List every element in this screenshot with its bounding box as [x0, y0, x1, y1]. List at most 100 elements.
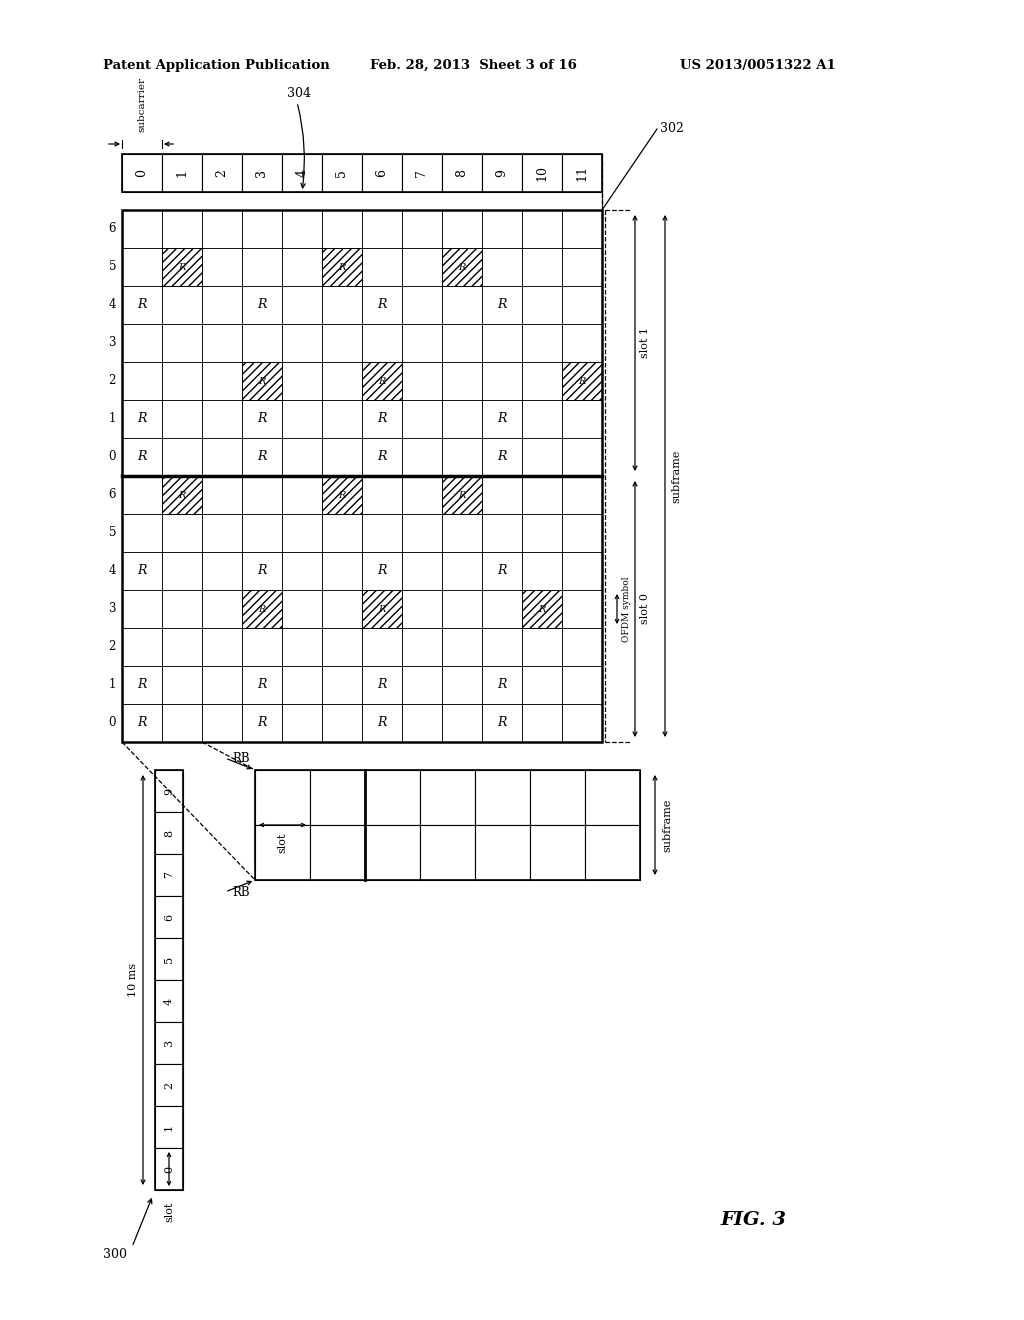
Bar	[122, 286, 162, 323]
Bar	[562, 438, 602, 477]
Bar	[122, 704, 162, 742]
Bar	[475, 770, 530, 825]
Text: 0: 0	[135, 169, 148, 177]
Bar	[162, 438, 202, 477]
Bar	[585, 825, 640, 880]
Text: US 2013/0051322 A1: US 2013/0051322 A1	[680, 58, 836, 71]
Bar	[365, 825, 420, 880]
Text: R: R	[459, 263, 466, 272]
Bar	[122, 154, 162, 191]
Text: R: R	[377, 678, 387, 692]
Bar	[522, 704, 562, 742]
Bar	[322, 628, 362, 667]
Bar	[402, 552, 442, 590]
Text: 2: 2	[109, 640, 116, 653]
Bar	[242, 590, 282, 628]
Text: 6: 6	[109, 488, 116, 502]
Bar	[522, 667, 562, 704]
Bar	[202, 628, 242, 667]
Text: R: R	[257, 678, 266, 692]
Bar	[362, 362, 402, 400]
Bar	[402, 210, 442, 248]
Text: R: R	[137, 412, 146, 425]
Text: 0: 0	[109, 717, 116, 730]
Bar	[442, 704, 482, 742]
Bar	[242, 552, 282, 590]
Bar	[162, 248, 202, 286]
Text: R: R	[258, 376, 265, 385]
Text: R: R	[498, 298, 507, 312]
Text: slot: slot	[278, 833, 288, 853]
Bar	[362, 552, 402, 590]
Bar	[202, 438, 242, 477]
Bar	[562, 552, 602, 590]
Bar	[365, 770, 420, 825]
Bar	[362, 154, 402, 191]
Bar	[282, 323, 322, 362]
Bar	[522, 477, 562, 513]
Bar	[162, 323, 202, 362]
Text: 300: 300	[103, 1249, 127, 1262]
Bar	[402, 667, 442, 704]
Text: slot: slot	[164, 1203, 174, 1222]
Bar	[162, 248, 202, 286]
Bar	[242, 590, 282, 628]
Bar	[362, 667, 402, 704]
Bar	[242, 513, 282, 552]
Text: 8: 8	[164, 829, 174, 837]
Text: R: R	[498, 678, 507, 692]
Bar	[282, 628, 322, 667]
Bar	[362, 438, 402, 477]
Bar	[162, 628, 202, 667]
Bar	[522, 210, 562, 248]
Bar	[255, 770, 310, 825]
Bar	[442, 477, 482, 513]
Text: 5: 5	[109, 260, 116, 273]
Bar	[562, 323, 602, 362]
Bar	[202, 704, 242, 742]
Bar	[202, 286, 242, 323]
Text: R: R	[257, 450, 266, 463]
Text: R: R	[258, 605, 265, 614]
Bar	[362, 590, 402, 628]
Text: R: R	[378, 605, 386, 614]
Text: OFDM symbol: OFDM symbol	[622, 577, 631, 642]
Bar	[242, 628, 282, 667]
Bar	[162, 704, 202, 742]
Bar	[162, 286, 202, 323]
Bar	[522, 438, 562, 477]
Bar	[122, 362, 162, 400]
Bar	[122, 210, 162, 248]
Bar	[242, 704, 282, 742]
Bar	[402, 400, 442, 438]
Text: R: R	[498, 717, 507, 730]
Bar	[482, 210, 522, 248]
Bar	[322, 248, 362, 286]
Text: R: R	[137, 565, 146, 578]
Bar	[522, 628, 562, 667]
Text: R: R	[257, 412, 266, 425]
Text: R: R	[498, 412, 507, 425]
Bar	[522, 513, 562, 552]
Text: slot 1: slot 1	[640, 327, 650, 359]
Bar	[242, 667, 282, 704]
Bar	[162, 400, 202, 438]
Bar	[122, 552, 162, 590]
Text: R: R	[579, 376, 586, 385]
Bar	[282, 513, 322, 552]
Bar	[562, 286, 602, 323]
Bar	[442, 477, 482, 513]
Bar	[202, 154, 242, 191]
Text: 1: 1	[175, 169, 188, 177]
Text: 1: 1	[109, 412, 116, 425]
Bar	[522, 323, 562, 362]
Bar	[585, 770, 640, 825]
Bar	[522, 400, 562, 438]
Bar	[155, 1106, 183, 1148]
Text: 5: 5	[164, 956, 174, 962]
Bar	[155, 896, 183, 939]
Bar	[402, 477, 442, 513]
Text: FIG. 3: FIG. 3	[720, 1210, 786, 1229]
Bar	[562, 704, 602, 742]
Bar	[155, 770, 183, 812]
